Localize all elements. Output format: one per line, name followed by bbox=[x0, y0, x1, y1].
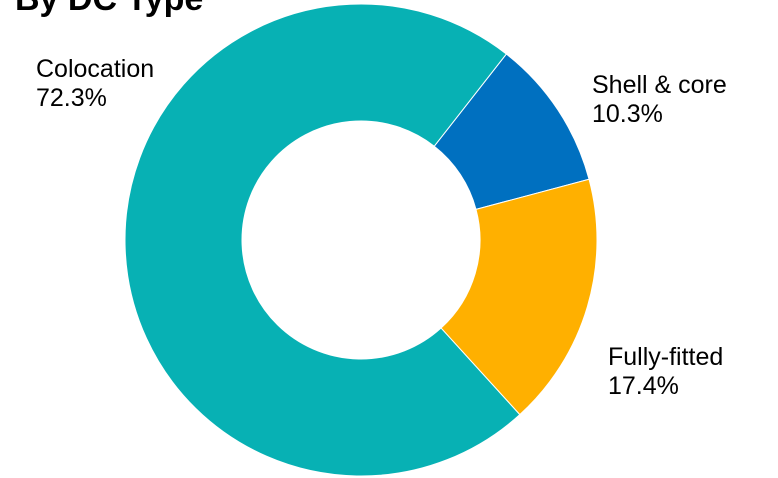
slice-label-value: 72.3% bbox=[36, 84, 107, 112]
slice-label-name: Shell & core bbox=[592, 71, 727, 99]
slice-label-value: 17.4% bbox=[608, 372, 679, 400]
slice-label-value: 10.3% bbox=[592, 100, 663, 128]
slice-label-name: Colocation bbox=[36, 55, 154, 83]
slice-colocation bbox=[124, 3, 521, 477]
slice-fully-fitted bbox=[440, 178, 598, 416]
donut-slices bbox=[124, 3, 598, 477]
slice-label-name: Fully-fitted bbox=[608, 343, 723, 371]
chart-title: By DC Type bbox=[15, 0, 203, 18]
